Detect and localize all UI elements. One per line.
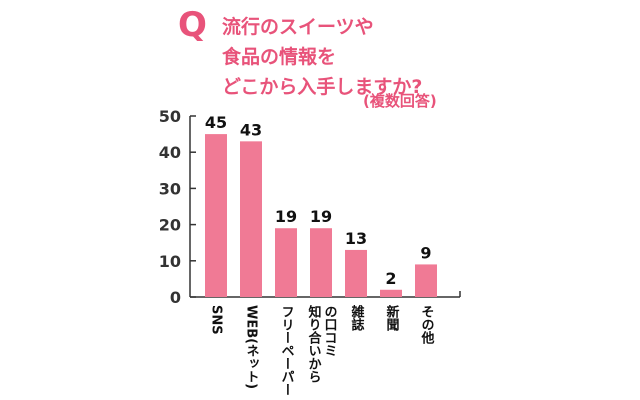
- bar: [240, 141, 262, 297]
- y-tick-label: 10: [159, 252, 181, 271]
- x-tick-label: SNS: [209, 305, 224, 335]
- multiple-answer-note: (複数回答): [363, 92, 437, 110]
- x-tick-label: 知り合いから: [306, 304, 322, 383]
- x-tick-label: 新聞: [384, 304, 400, 332]
- y-tick-label: 40: [159, 143, 181, 162]
- x-tick-label: WEB(ネット): [244, 305, 260, 389]
- y-tick-label: 0: [170, 288, 181, 307]
- question-mark-letter: Q: [178, 5, 207, 45]
- bar-value-label: 13: [345, 229, 367, 248]
- bar-value-label: 2: [385, 269, 396, 288]
- bar-value-label: 19: [275, 207, 297, 226]
- bar: [380, 289, 402, 297]
- bar: [345, 249, 367, 297]
- x-tick-label: その他: [419, 305, 436, 345]
- bar-value-label: 43: [240, 120, 262, 139]
- bar-value-label: 19: [310, 207, 332, 226]
- bar: [205, 134, 227, 297]
- bar: [310, 228, 332, 297]
- x-tick-label: 雑誌: [349, 304, 366, 332]
- y-tick-label: 50: [159, 107, 181, 126]
- x-tick-label: フリーペーパー: [279, 305, 295, 396]
- y-tick-label: 30: [159, 179, 181, 198]
- question-text: 流行のスイーツや 食品の情報を どこから入手しますか?: [222, 12, 482, 102]
- y-tick-label: 20: [159, 216, 181, 235]
- bar: [415, 264, 437, 297]
- question-line: 食品の情報を: [222, 46, 337, 68]
- question-line: どこから入手しますか?: [222, 76, 423, 98]
- question-line: 流行のスイーツや: [222, 16, 374, 38]
- bar-value-label: 45: [205, 113, 227, 132]
- bar-value-label: 9: [420, 243, 431, 262]
- bar: [275, 228, 297, 297]
- x-tick-label: の口コミ: [322, 305, 337, 357]
